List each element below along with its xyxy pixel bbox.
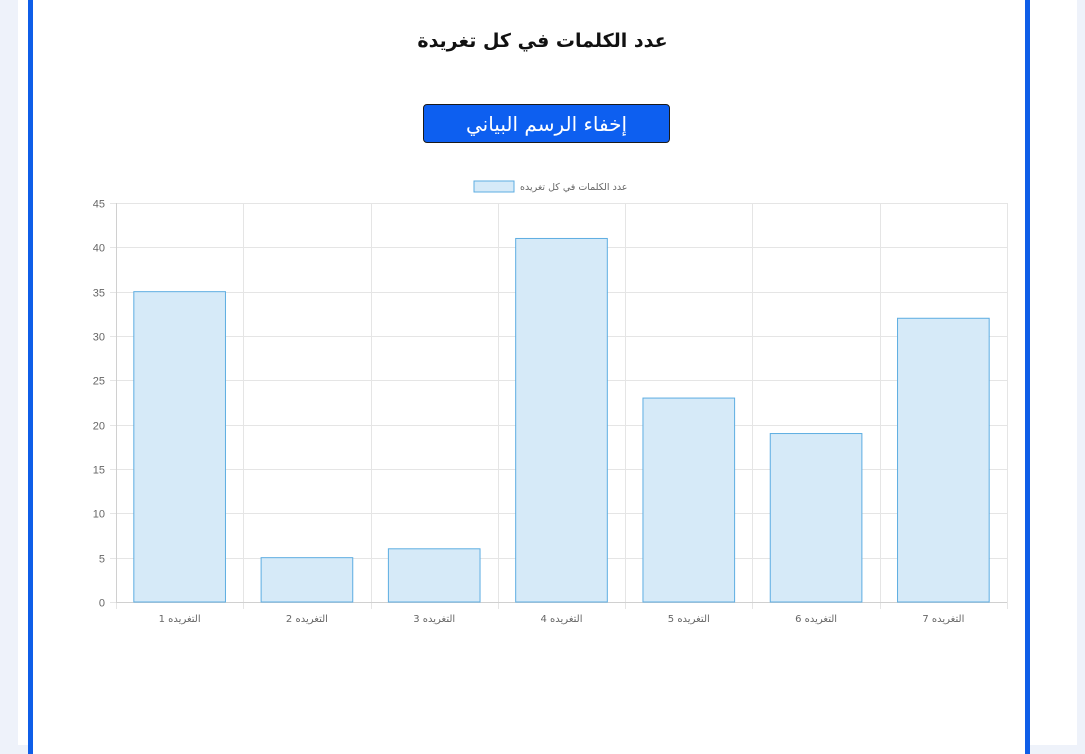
y-tick-label: 0 xyxy=(99,598,105,610)
page-background-right xyxy=(1077,0,1085,745)
x-tick-label: التغريده 3 xyxy=(413,614,455,625)
y-tick-label: 5 xyxy=(99,554,105,566)
chart-legend[interactable]: عدد الكلمات في كل تغريده xyxy=(473,180,627,193)
x-tick-label: التغريده 6 xyxy=(795,614,837,625)
x-tick-label: التغريده 7 xyxy=(922,614,964,625)
x-tick-label: التغريده 4 xyxy=(540,614,582,625)
y-tick-label: 35 xyxy=(93,288,105,300)
x-tick-label: التغريده 2 xyxy=(286,614,328,625)
y-tick-label: 15 xyxy=(93,465,105,477)
x-tick-label: التغريده 5 xyxy=(668,614,710,625)
bar xyxy=(133,291,226,603)
y-tick-label: 45 xyxy=(93,199,105,211)
bar xyxy=(387,548,481,603)
bar xyxy=(515,237,608,603)
page-title: عدد الكلمات في كل تغريدة xyxy=(417,30,668,52)
page-background-left xyxy=(0,0,18,745)
bar xyxy=(260,557,354,603)
x-tick-label: التغريده 1 xyxy=(159,614,201,625)
y-tick-label: 30 xyxy=(93,332,105,344)
y-tick-label: 20 xyxy=(93,421,105,433)
y-tick-label: 40 xyxy=(93,243,105,255)
y-tick-label: 25 xyxy=(93,376,105,388)
y-tick-label: 10 xyxy=(93,509,105,521)
legend-label: عدد الكلمات في كل تغريده xyxy=(520,182,627,193)
bar xyxy=(642,397,736,603)
bar xyxy=(897,317,990,603)
bar xyxy=(769,433,863,603)
hide-chart-button[interactable]: إخفاء الرسم البياني xyxy=(423,104,670,143)
legend-swatch xyxy=(473,180,515,193)
